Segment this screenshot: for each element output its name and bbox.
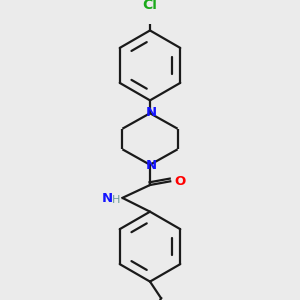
- Text: H: H: [112, 195, 121, 205]
- Text: O: O: [175, 175, 186, 188]
- Text: N: N: [146, 159, 157, 172]
- Text: Cl: Cl: [142, 0, 158, 12]
- Text: N: N: [102, 192, 113, 205]
- Text: N: N: [146, 106, 157, 119]
